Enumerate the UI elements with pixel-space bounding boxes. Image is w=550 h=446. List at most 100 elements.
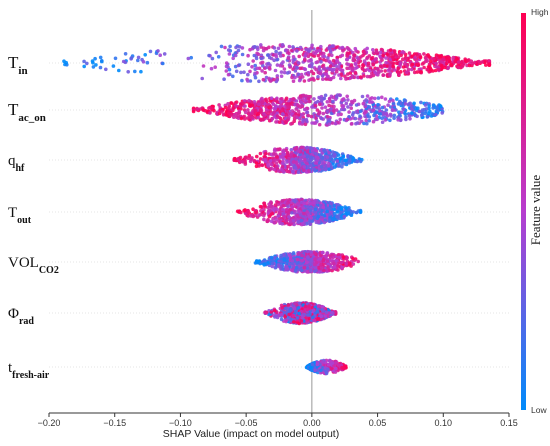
beeswarm-point bbox=[287, 115, 291, 120]
beeswarm-point bbox=[378, 54, 382, 58]
beeswarm-point bbox=[403, 102, 408, 106]
beeswarm-point bbox=[148, 49, 153, 54]
beeswarm-point bbox=[139, 69, 143, 74]
beeswarm-point bbox=[213, 65, 217, 69]
beeswarm-point bbox=[208, 111, 212, 115]
x-tick-label: −0.20 bbox=[38, 418, 61, 428]
beeswarm-point bbox=[287, 262, 292, 267]
beeswarm-point bbox=[287, 51, 291, 56]
beeswarm-point bbox=[438, 104, 443, 108]
feature-label: Φrad bbox=[8, 306, 34, 327]
beeswarm-point bbox=[302, 154, 306, 159]
beeswarm-point bbox=[324, 255, 328, 259]
beeswarm-point bbox=[283, 120, 288, 124]
beeswarm-point bbox=[340, 53, 345, 58]
beeswarm-point bbox=[290, 75, 294, 80]
beeswarm-point bbox=[304, 47, 309, 52]
beeswarm-point bbox=[296, 109, 301, 113]
beeswarm-point bbox=[246, 214, 251, 218]
beeswarm-point bbox=[346, 210, 351, 215]
beeswarm-point bbox=[317, 102, 322, 107]
beeswarm-point bbox=[305, 266, 310, 270]
beeswarm-point bbox=[303, 58, 307, 62]
beeswarm-point bbox=[366, 61, 371, 66]
beeswarm-point bbox=[295, 115, 299, 119]
beeswarm-point bbox=[267, 55, 272, 60]
feature-label: Tin bbox=[8, 53, 28, 77]
beeswarm-point bbox=[401, 57, 405, 61]
beeswarm-point bbox=[365, 56, 369, 61]
beeswarm-point bbox=[330, 121, 335, 125]
beeswarm-point bbox=[387, 67, 392, 72]
beeswarm-point bbox=[219, 44, 224, 49]
beeswarm-point bbox=[403, 112, 408, 116]
beeswarm-point bbox=[273, 255, 277, 260]
beeswarm-point bbox=[302, 211, 306, 216]
beeswarm-point bbox=[331, 75, 336, 80]
beeswarm-point bbox=[293, 203, 297, 207]
beeswarm-point bbox=[232, 106, 236, 110]
beeswarm-point bbox=[228, 44, 232, 49]
beeswarm-point bbox=[374, 50, 379, 54]
beeswarm-point bbox=[309, 250, 314, 254]
beeswarm-point bbox=[407, 102, 411, 106]
beeswarm-point bbox=[310, 121, 314, 125]
beeswarm-point bbox=[427, 104, 431, 108]
beeswarm-point bbox=[363, 68, 368, 73]
beeswarm-point bbox=[324, 48, 329, 52]
beeswarm-point bbox=[268, 158, 273, 163]
beeswarm-point bbox=[305, 319, 309, 323]
beeswarm-point bbox=[158, 53, 162, 57]
beeswarm-point bbox=[270, 117, 275, 121]
beeswarm-point bbox=[308, 269, 313, 273]
beeswarm-row bbox=[191, 93, 445, 127]
feature-label: qhf bbox=[8, 153, 25, 174]
beeswarm-point bbox=[330, 217, 335, 221]
beeswarm-point bbox=[246, 108, 250, 112]
beeswarm-point bbox=[380, 95, 384, 100]
beeswarm-point bbox=[391, 55, 395, 59]
beeswarm-point bbox=[262, 201, 266, 206]
beeswarm-point bbox=[404, 56, 408, 61]
beeswarm-point bbox=[297, 267, 302, 272]
beeswarm-point bbox=[129, 56, 134, 60]
beeswarm-point bbox=[275, 78, 280, 82]
beeswarm-point bbox=[294, 107, 299, 111]
beeswarm-point bbox=[408, 117, 412, 121]
beeswarm-point bbox=[353, 116, 358, 121]
beeswarm-point bbox=[294, 99, 299, 103]
beeswarm-point bbox=[247, 98, 251, 103]
beeswarm-point bbox=[305, 145, 309, 150]
beeswarm-point bbox=[313, 121, 318, 125]
beeswarm-point bbox=[380, 105, 385, 110]
beeswarm-point bbox=[117, 68, 121, 73]
beeswarm-point bbox=[440, 111, 445, 115]
beeswarm-point bbox=[313, 103, 318, 108]
beeswarm-point bbox=[269, 204, 274, 208]
beeswarm-point bbox=[318, 257, 323, 261]
beeswarm-point bbox=[398, 61, 403, 65]
beeswarm-point bbox=[327, 59, 331, 63]
beeswarm-point bbox=[328, 64, 333, 68]
beeswarm-point bbox=[317, 270, 322, 274]
beeswarm-point bbox=[314, 161, 319, 165]
beeswarm-point bbox=[263, 70, 268, 75]
beeswarm-point bbox=[299, 145, 304, 150]
beeswarm-point bbox=[236, 48, 241, 53]
beeswarm-point bbox=[427, 65, 432, 69]
beeswarm-point bbox=[414, 52, 419, 56]
beeswarm-point bbox=[393, 52, 398, 56]
beeswarm-point bbox=[262, 212, 267, 216]
beeswarm-point bbox=[273, 68, 278, 73]
beeswarm-point bbox=[319, 368, 323, 373]
beeswarm-point bbox=[321, 77, 325, 81]
beeswarm-point bbox=[388, 63, 393, 68]
beeswarm-point bbox=[325, 209, 330, 214]
beeswarm-point bbox=[383, 97, 388, 101]
beeswarm-point bbox=[234, 69, 239, 74]
beeswarm-point bbox=[367, 118, 372, 123]
beeswarm-point bbox=[289, 166, 293, 171]
beeswarm-point bbox=[245, 210, 250, 214]
beeswarm-point bbox=[321, 258, 326, 263]
beeswarm-point bbox=[243, 110, 248, 115]
